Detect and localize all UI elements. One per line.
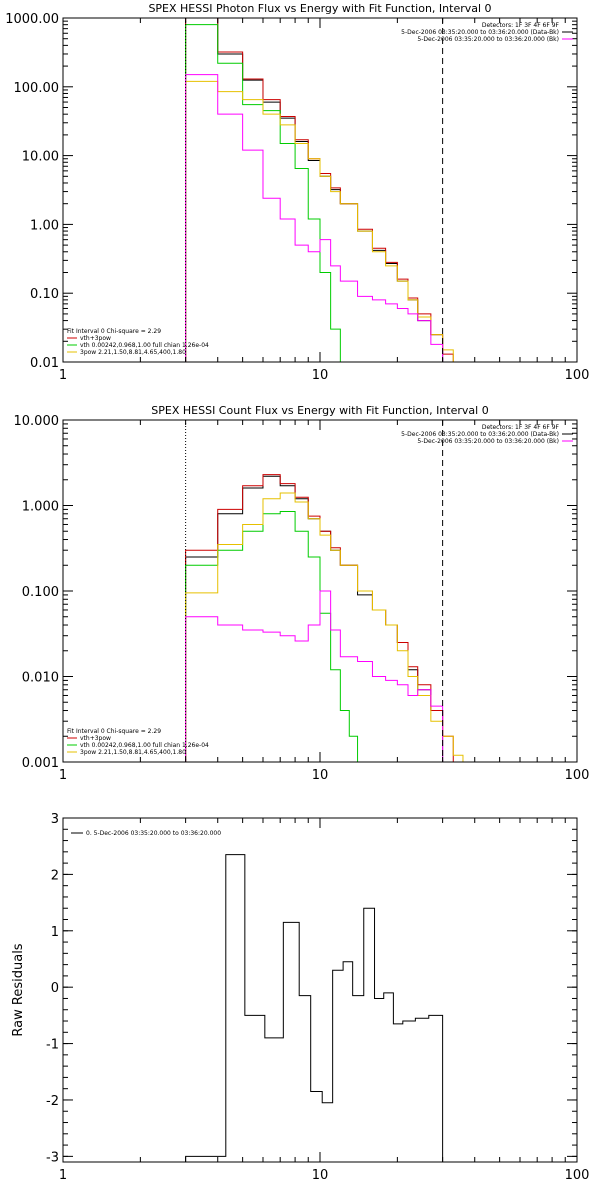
x-tick-label: 1 [59, 768, 67, 783]
y-tick-label: -2 [46, 1094, 59, 1109]
legend-entry: Detectors: 1F 3F 4F 6F 9F [482, 22, 560, 29]
y-tick-label: 10.00 [22, 150, 59, 165]
legend-entry: Detectors: 1F 3F 4F 6F 9F [482, 424, 560, 431]
legend-entry: vth+3pow [80, 735, 111, 742]
x-tick-label: 100 [565, 368, 590, 383]
chart-panel-2: SPEX HESSI Count Flux vs Energy with Fit… [14, 404, 590, 783]
y-tick-label: -3 [46, 1150, 59, 1165]
legend-entry: 5-Dec-2006 03:35:20.000 to 03:36:20.000 … [401, 29, 559, 36]
legend-entry: 0. 5-Dec-2006 03:35:20.000 to 03:36:20.0… [86, 830, 221, 837]
series-line-2 [185, 18, 454, 362]
y-tick-label: 2 [51, 868, 59, 883]
x-tick-label: 100 [565, 1168, 590, 1183]
y-tick-label: 0.001 [22, 756, 59, 771]
x-tick-label: 100 [565, 768, 590, 783]
x-tick-label: 1 [59, 1168, 67, 1183]
plot-frame [62, 17, 578, 363]
y-tick-label: 0.10 [30, 287, 59, 302]
chart-title: SPEX HESSI Photon Flux vs Energy with Fi… [148, 2, 491, 15]
y-tick-label: 0.100 [22, 585, 59, 600]
legend-entry: 3pow 2.21,1.50,8.81,4.65,400,1.80 [80, 749, 186, 756]
legend-entry: vth 0.00242,0.968,1.00 full chian 1.26e-… [80, 742, 209, 749]
legend-entry: vth+3pow [80, 335, 111, 342]
series-line-1 [185, 854, 444, 1162]
legend-entry: 5-Dec-2006 03:35:20.000 to 03:36:20.000 … [417, 438, 559, 445]
legend-entry: Fit Interval 0 Chi-square = 2.29 [67, 728, 161, 735]
series-group [185, 854, 444, 1162]
legend-entry: 5-Dec-2006 03:35:20.000 to 03:36:20.000 … [417, 36, 559, 43]
series-line-5 [185, 74, 444, 362]
legend-entry: Fit Interval 0 Chi-square = 2.29 [67, 328, 161, 335]
x-tick-label: 10 [312, 1168, 329, 1183]
y-tick-label: 3 [51, 812, 59, 827]
y-axis-label: Raw Residuals [11, 943, 26, 1036]
chart-panel-1: SPEX HESSI Photon Flux vs Energy with Fi… [5, 2, 589, 383]
plot-frame [62, 817, 578, 1163]
series-group [185, 18, 475, 362]
legend-entry: 5-Dec-2006 03:35:20.000 to 03:36:20.000 … [401, 431, 559, 438]
series-line-3 [185, 24, 350, 362]
x-tick-label: 10 [312, 368, 329, 383]
y-tick-label: 0.01 [30, 356, 59, 371]
series-group [185, 474, 475, 762]
y-tick-label: 10.000 [14, 414, 60, 429]
y-tick-label: 100.00 [14, 81, 60, 96]
chart-title: SPEX HESSI Count Flux vs Energy with Fit… [151, 404, 488, 417]
series-line-4 [185, 492, 475, 762]
y-tick-label: -1 [46, 1038, 59, 1053]
x-tick-label: 1 [59, 368, 67, 383]
y-tick-label: 1.00 [30, 218, 59, 233]
series-line-5 [185, 590, 444, 762]
y-tick-label: 1000.00 [5, 12, 59, 27]
series-line-3 [185, 511, 359, 762]
legend-entry: 3pow 2.21,1.50,8.81,4.65,400,1.80 [80, 349, 186, 356]
series-line-2 [185, 474, 454, 762]
y-tick-label: 1 [51, 925, 59, 940]
y-tick-label: 0.010 [22, 671, 59, 686]
x-tick-label: 10 [312, 768, 329, 783]
legend-entry: vth 0.00242,0.968,1.00 full chian 1.26e-… [80, 342, 209, 349]
y-tick-label: 0 [51, 981, 59, 996]
series-line-1 [185, 18, 444, 362]
chart-panel-3: Raw Residuals 1 10 100 -3 -2 -1 0 1 2 3 0. 5-Dec-20… [11, 812, 589, 1183]
y-tick-label: 1.000 [22, 500, 59, 515]
